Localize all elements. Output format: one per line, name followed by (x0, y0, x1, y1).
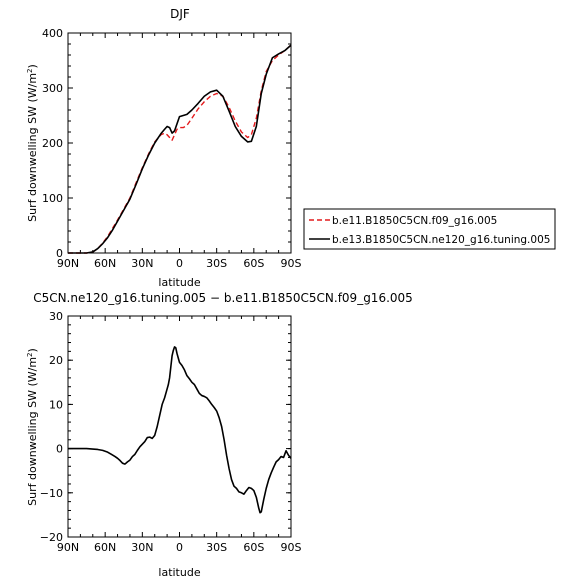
top-x-tick-label: 30N (131, 257, 153, 270)
bottom-x-axis-label: latitude (158, 566, 200, 579)
bottom-x-tick-label: 30N (131, 541, 153, 554)
bottom-x-tick-label: 60S (243, 541, 264, 554)
top-y-axis-label: Surf downwelling SW (W/m2) (26, 64, 39, 222)
top-panel: DJF 90N 60N 30N 0 30S 60S 90S 0 100 200 300 400 lat… (26, 7, 302, 289)
bottom-x-tick-label: 30S (206, 541, 227, 554)
bottom-x-tick-label: 90N (57, 541, 79, 554)
bottom-y-tick-label: 10 (49, 398, 63, 411)
top-x-axis-label: latitude (158, 276, 200, 289)
bottom-panel: C5CN.ne120_g16.tuning.005 − b.e11.B1850C… (26, 291, 413, 579)
bottom-chart-title: C5CN.ne120_g16.tuning.005 − b.e11.B1850C… (33, 291, 413, 305)
legend-frame (303, 208, 556, 250)
top-y-tick-label: 200 (42, 137, 63, 150)
bottom-y-axis-label: Surf downwelling SW (W/m2) (26, 348, 39, 506)
bottom-x-tick-label: 90S (281, 541, 302, 554)
top-x-tick-label: 60N (94, 257, 116, 270)
top-x-tick-label: 30S (206, 257, 227, 270)
bottom-y-tick-label: 30 (49, 310, 63, 323)
top-axis-ticks: 90N 60N 30N 0 30S 60S 90S 0 100 200 300 400 (42, 27, 302, 270)
bottom-y-tick-label: −10 (40, 487, 63, 500)
top-x-tick-label: 0 (176, 257, 183, 270)
top-x-tick-label: 60S (243, 257, 264, 270)
bottom-x-tick-label: 0 (176, 541, 183, 554)
bottom-axis-ticks: 90N 60N 30N 0 30S 60S 90S −20 −10 0 10 20 30 (40, 310, 302, 554)
legend-label-series-1: b.e11.B1850C5CN.f09_g16.005 (332, 215, 497, 227)
top-y-tick-label: 400 (42, 27, 63, 40)
bottom-y-tick-label: −20 (40, 531, 63, 544)
bottom-series-line-1 (68, 346, 292, 514)
bottom-x-tick-label: 60N (94, 541, 116, 554)
bottom-y-tick-label: 20 (49, 354, 63, 367)
top-chart-title: DJF (170, 7, 190, 21)
top-x-tick-label: 90S (281, 257, 302, 270)
top-y-tick-label: 0 (56, 247, 63, 260)
top-y-tick-label: 300 (42, 82, 63, 95)
legend: b.e11.B1850C5CN.f09_g16.005 b.e13.B1850C… (303, 208, 556, 250)
bottom-series-group (68, 346, 292, 514)
top-x-tick-label: 90N (57, 257, 79, 270)
top-y-tick-label: 100 (42, 192, 63, 205)
top-series-line-2 (68, 44, 292, 254)
top-series-line-1 (68, 44, 292, 254)
legend-label-series-2: b.e13.B1850C5CN.ne120_g16.tuning.005 (332, 234, 550, 246)
top-series-group (68, 44, 292, 254)
bottom-y-tick-label: 0 (56, 443, 63, 456)
top-plot-frame (67, 32, 292, 254)
